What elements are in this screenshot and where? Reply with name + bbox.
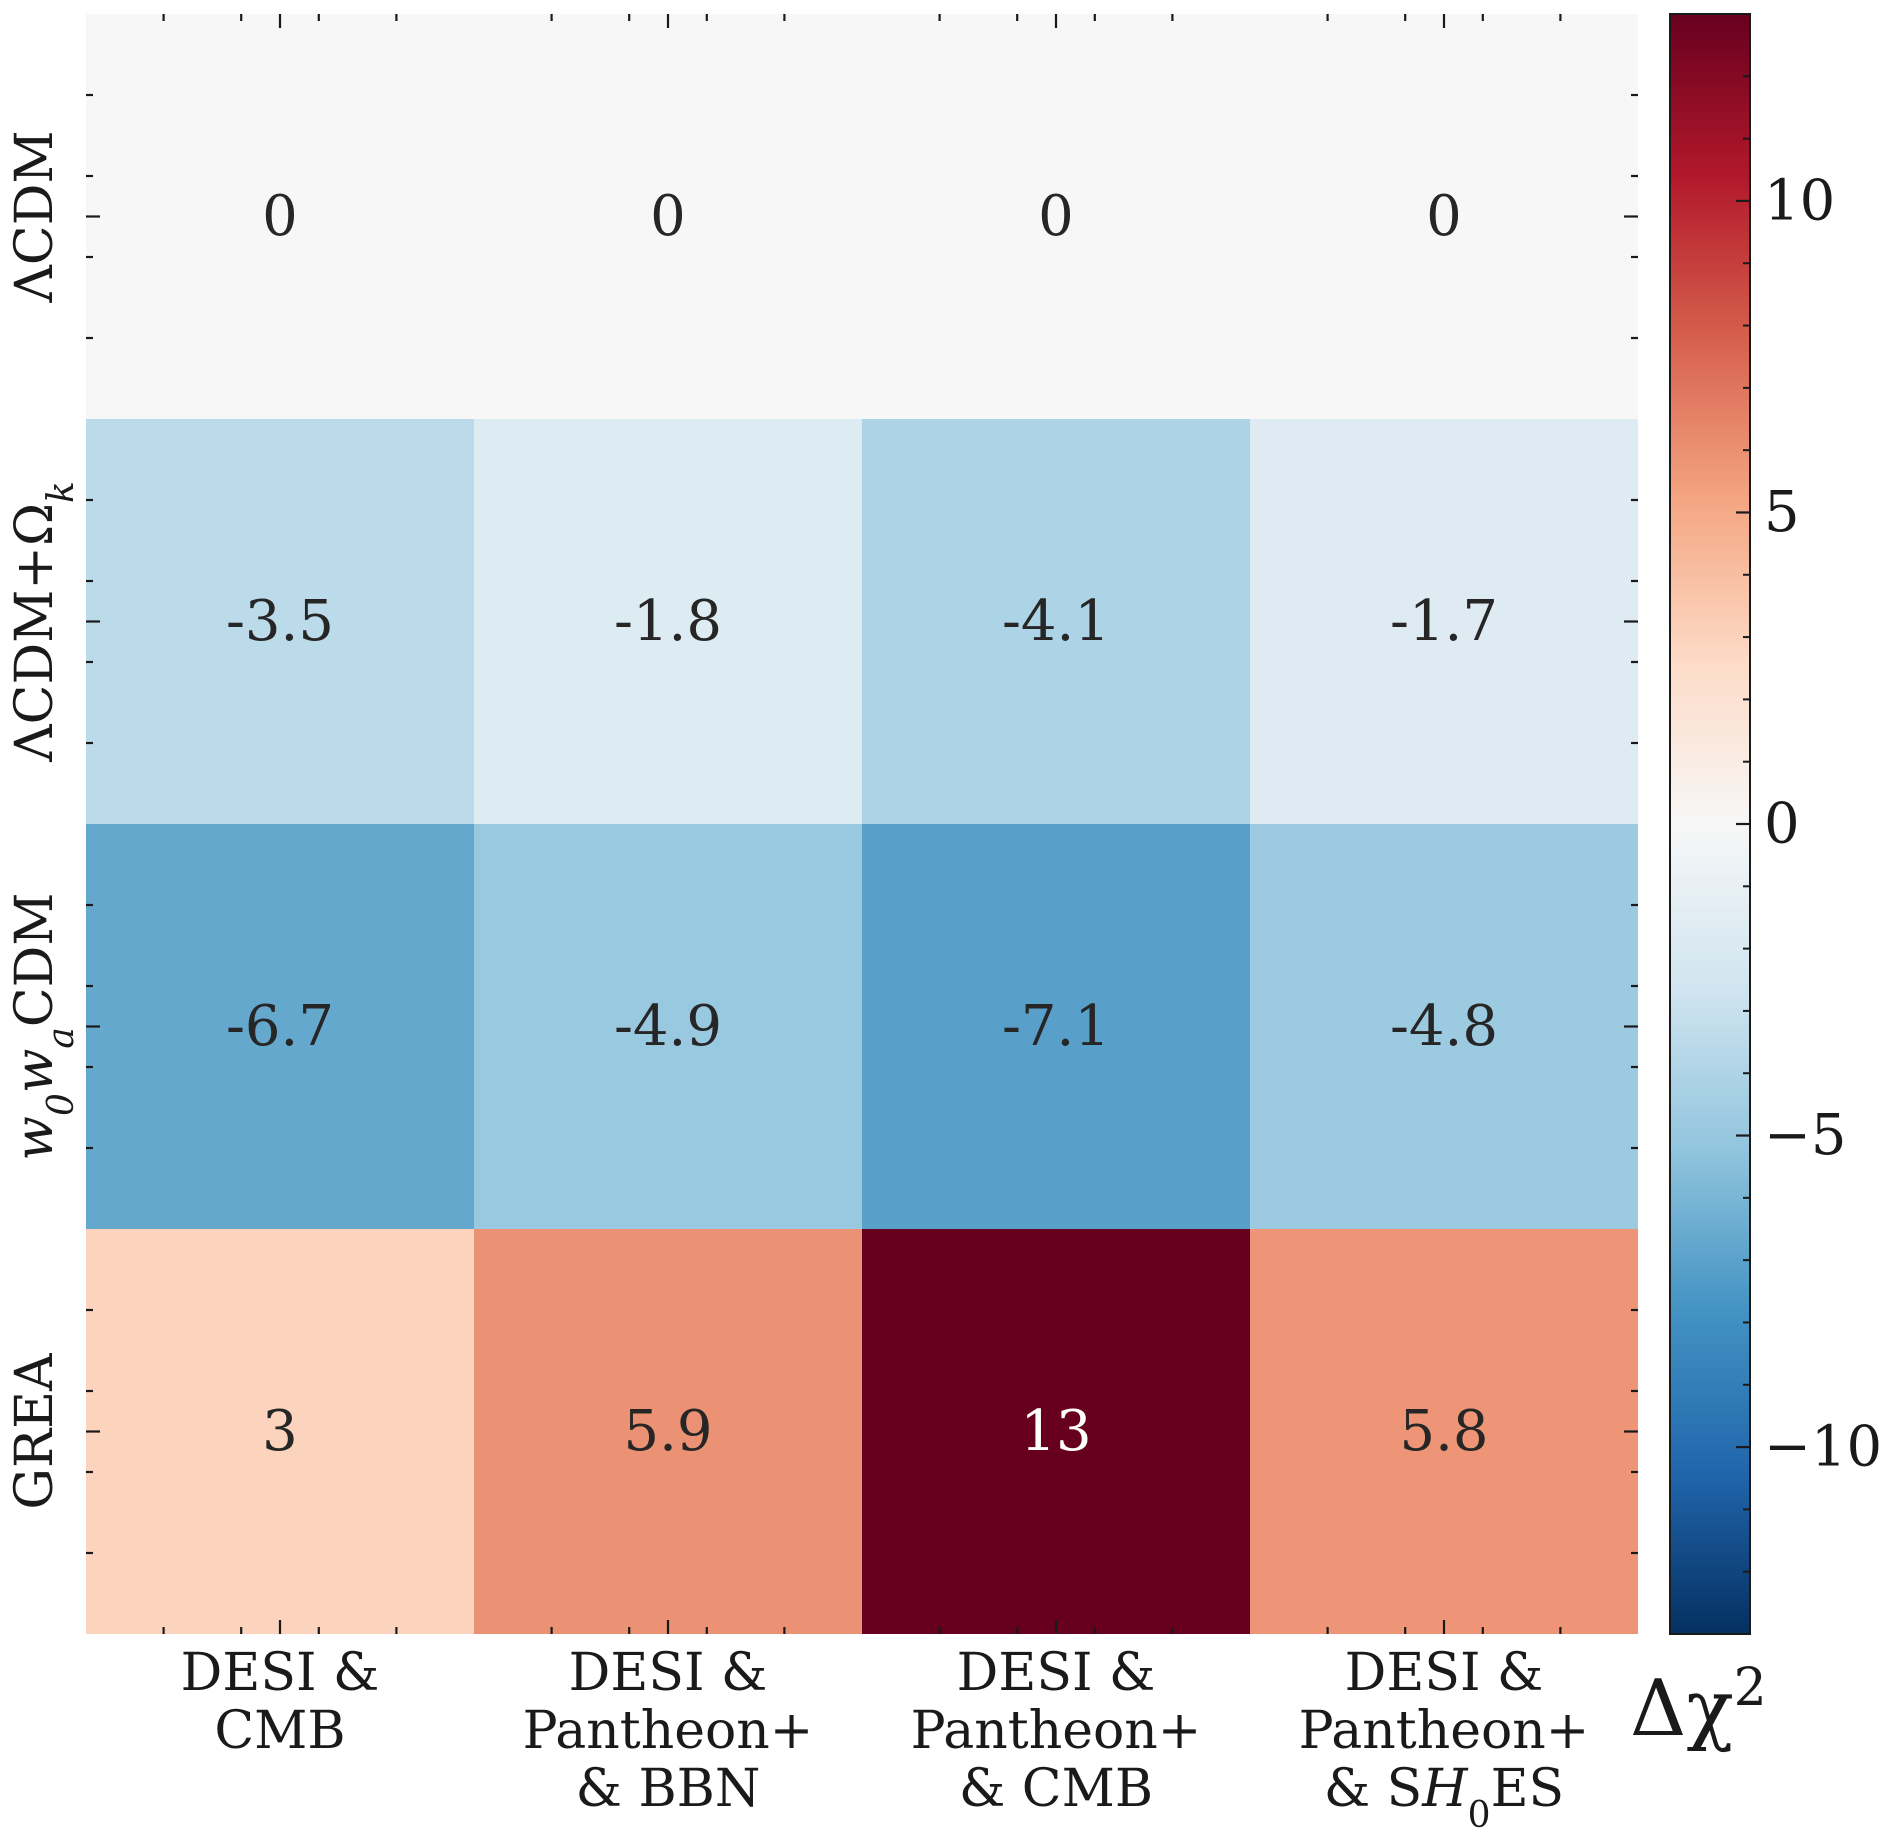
x-tick-label: DESI & Pantheon+ & CMB [911, 1643, 1202, 1819]
colorbar-tick-label: −10 [1764, 1415, 1882, 1480]
y-tick-label-main: ΛCDM+Ω [5, 503, 65, 763]
cell-value-label: 0 [1426, 184, 1462, 249]
y-tick-label-part: w [5, 1116, 65, 1161]
x-tick-label-line: DESI & [957, 1643, 1156, 1703]
heatmap-cell [86, 419, 474, 824]
cell-value-label: -3.5 [226, 589, 334, 654]
x-tick-label-line: & BBN [576, 1759, 761, 1819]
x-tick-label-line: Pantheon+ [523, 1701, 814, 1761]
y-tick-label-main: GREA [5, 1352, 65, 1510]
heatmap-cell [1250, 824, 1638, 1229]
cell-value-label: -4.9 [614, 994, 722, 1059]
x-tick-label-line: DESI & [569, 1643, 768, 1703]
heatmap-cell [86, 1229, 474, 1634]
x-tick-label: DESI & Pantheon+ & SH0ES [1299, 1643, 1590, 1835]
cell-value-label: 5.9 [623, 1399, 712, 1464]
y-tick-label-main: ΛCDM [5, 130, 65, 303]
cell-value-label: -4.1 [1002, 589, 1110, 654]
heatmap-cell [86, 824, 474, 1229]
x-tick-label-line: DESI & [181, 1643, 380, 1703]
heatmap-cell [862, 1229, 1250, 1634]
cell-value-label: 0 [1038, 184, 1074, 249]
cell-value-label: -1.8 [614, 589, 722, 654]
y-tick-label: ΛCDM+Ωk [5, 481, 82, 763]
y-tick-label: GREA [5, 1352, 65, 1510]
x-tick-label-part: & S [1324, 1759, 1422, 1819]
x-tick-label: DESI & Pantheon+ & BBN [523, 1643, 814, 1819]
heatmap-cells [86, 14, 1638, 1634]
x-tick-label-part: 0 [1468, 1795, 1491, 1835]
x-tick-label-part: ES [1491, 1759, 1565, 1819]
heatmap-cell [474, 14, 862, 419]
heatmap-cell [474, 419, 862, 824]
x-tick-label-line: Pantheon+ [1299, 1701, 1590, 1761]
x-tick-label-line: Pantheon+ [911, 1701, 1202, 1761]
x-tick-label-line: DESI & [1345, 1643, 1544, 1703]
cell-value-label: -6.7 [226, 994, 334, 1059]
colorbar-title: Δχ2 [1630, 1658, 1767, 1754]
heatmap-cell [86, 14, 474, 419]
y-tick-label-part: w [5, 1049, 65, 1094]
colorbar-title-main: Δχ [1630, 1664, 1734, 1754]
cell-value-label: 13 [1020, 1399, 1091, 1464]
colorbar-tick-label: 10 [1764, 168, 1835, 233]
y-tick-label: ΛCDM [5, 130, 65, 303]
y-tick-label: w0waCDM [5, 892, 82, 1160]
cell-value-label: -4.8 [1390, 994, 1498, 1059]
heatmap-cell [1250, 14, 1638, 419]
heatmap-cell [1250, 419, 1638, 824]
x-tick-label-line: & CMB [959, 1759, 1153, 1819]
heatmap-cell [1250, 1229, 1638, 1634]
heatmap-cell [862, 824, 1250, 1229]
x-tick-label-part: H [1421, 1759, 1469, 1819]
heatmap-cell [474, 1229, 862, 1634]
colorbar-tick-label: −5 [1764, 1103, 1847, 1168]
x-tick-label: DESI & CMB [181, 1643, 380, 1761]
colorbar-tick-label: 5 [1764, 480, 1800, 545]
cell-value-label: 0 [262, 184, 298, 249]
y-tick-label-sub: k [41, 481, 82, 503]
cell-value-label: 0 [650, 184, 686, 249]
y-tick-label-part: CDM [5, 892, 65, 1027]
x-tick-label-line: & SH0ES [1324, 1759, 1564, 1835]
colorbar: 10 5 0 −5 −10 Δχ2 [1630, 13, 1882, 1754]
cell-value-label: 3 [262, 1399, 298, 1464]
cell-value-label: -7.1 [1002, 994, 1110, 1059]
y-tick-label-part: 0 [41, 1093, 82, 1116]
colorbar-tick-label: 0 [1764, 792, 1800, 857]
heatmap-value-labels: 0 0 0 0 -3.5 -1.8 -4.1 -1.7 -6.7 -4.9 -7.1 -4.8 3 5.9… [226, 184, 1498, 1464]
heatmap-cell [862, 419, 1250, 824]
cell-value-label: -1.7 [1390, 589, 1498, 654]
x-tick-label-line: CMB [214, 1701, 345, 1761]
heatmap-axes [86, 14, 1638, 1634]
y-tick-label-part: a [41, 1027, 82, 1048]
cell-value-label: 5.8 [1399, 1399, 1488, 1464]
heatmap-cell [474, 824, 862, 1229]
colorbar-title-superscript: 2 [1734, 1658, 1767, 1718]
heatmap-cell [862, 14, 1250, 419]
